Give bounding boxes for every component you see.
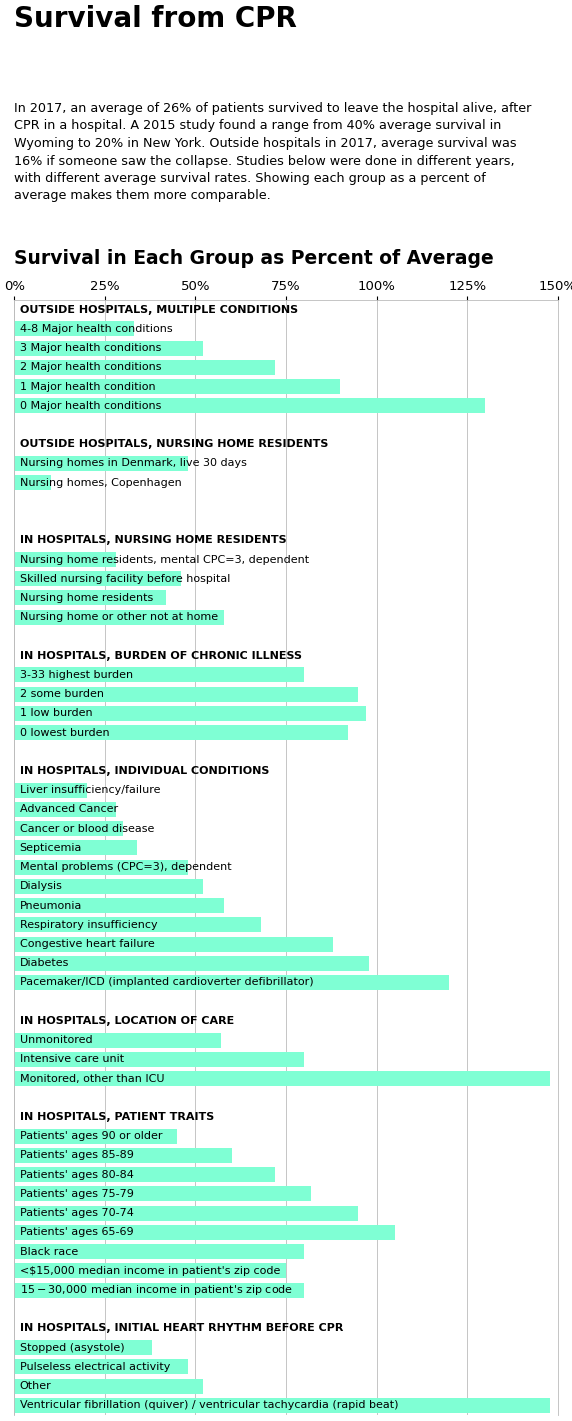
Text: Septicemia: Septicemia xyxy=(19,843,82,853)
Bar xyxy=(14,878,202,894)
Bar xyxy=(14,706,366,720)
Bar xyxy=(14,1340,152,1356)
Bar xyxy=(14,1071,550,1086)
Bar xyxy=(14,956,370,971)
Text: OUTSIDE HOSPITALS, NURSING HOME RESIDENTS: OUTSIDE HOSPITALS, NURSING HOME RESIDENT… xyxy=(19,439,328,449)
Text: 3-33 highest burden: 3-33 highest burden xyxy=(19,669,133,679)
Bar xyxy=(14,360,275,375)
Text: <$15,000 median income in patient's zip code: <$15,000 median income in patient's zip … xyxy=(19,1266,280,1276)
Bar xyxy=(14,1245,304,1259)
Bar xyxy=(14,1398,550,1412)
Text: Nursing homes, Copenhagen: Nursing homes, Copenhagen xyxy=(19,477,181,487)
Bar xyxy=(14,379,340,394)
Text: Patients' ages 75-79: Patients' ages 75-79 xyxy=(19,1189,134,1199)
Bar xyxy=(14,398,485,414)
Bar xyxy=(14,610,224,625)
Text: Ventricular fibrillation (quiver) / ventricular tachycardia (rapid beat): Ventricular fibrillation (quiver) / vent… xyxy=(19,1400,398,1411)
Text: 2 Major health conditions: 2 Major health conditions xyxy=(19,362,161,372)
Text: Other: Other xyxy=(19,1381,51,1391)
Text: Black race: Black race xyxy=(19,1246,78,1256)
Bar xyxy=(14,898,224,914)
Text: IN HOSPITALS, INDIVIDUAL CONDITIONS: IN HOSPITALS, INDIVIDUAL CONDITIONS xyxy=(19,766,269,776)
Text: Patients' ages 65-69: Patients' ages 65-69 xyxy=(19,1228,133,1238)
Text: Nursing home residents, mental CPC=3, dependent: Nursing home residents, mental CPC=3, de… xyxy=(19,554,309,564)
Text: Monitored, other than ICU: Monitored, other than ICU xyxy=(19,1074,164,1084)
Text: Skilled nursing facility before hospital: Skilled nursing facility before hospital xyxy=(19,574,230,584)
Text: 2 some burden: 2 some burden xyxy=(19,689,104,699)
Bar xyxy=(14,551,116,567)
Text: 4-8 Major health conditions: 4-8 Major health conditions xyxy=(19,324,172,334)
Text: Nursing home residents: Nursing home residents xyxy=(19,593,153,603)
Text: Nursing home or other not at home: Nursing home or other not at home xyxy=(19,612,218,622)
Bar xyxy=(14,456,188,470)
Text: IN HOSPITALS, BURDEN OF CHRONIC ILLNESS: IN HOSPITALS, BURDEN OF CHRONIC ILLNESS xyxy=(19,651,302,661)
Bar xyxy=(14,1148,232,1162)
Bar xyxy=(14,821,123,836)
Bar xyxy=(14,686,359,702)
Bar xyxy=(14,1225,395,1241)
Text: Patients' ages 85-89: Patients' ages 85-89 xyxy=(19,1151,134,1161)
Text: Patients' ages 80-84: Patients' ages 80-84 xyxy=(19,1169,134,1179)
Bar xyxy=(14,840,137,855)
Text: Mental problems (CPC=3), dependent: Mental problems (CPC=3), dependent xyxy=(19,863,231,872)
Text: 1 Major health condition: 1 Major health condition xyxy=(19,381,156,392)
Text: Patients' ages 70-74: Patients' ages 70-74 xyxy=(19,1208,134,1218)
Text: Pulseless electrical activity: Pulseless electrical activity xyxy=(19,1361,170,1371)
Text: Congestive heart failure: Congestive heart failure xyxy=(19,939,154,949)
Text: IN HOSPITALS, NURSING HOME RESIDENTS: IN HOSPITALS, NURSING HOME RESIDENTS xyxy=(19,536,287,546)
Text: Intensive care unit: Intensive care unit xyxy=(19,1054,124,1064)
Bar xyxy=(14,341,202,355)
Text: 3 Major health conditions: 3 Major health conditions xyxy=(19,342,161,352)
Bar xyxy=(14,1283,304,1297)
Bar xyxy=(14,783,87,797)
Bar xyxy=(14,1128,177,1144)
Bar xyxy=(14,1052,304,1067)
Text: IN HOSPITALS, PATIENT TRAITS: IN HOSPITALS, PATIENT TRAITS xyxy=(19,1113,214,1123)
Text: In 2017, an average of 26% of patients survived to leave the hospital alive, aft: In 2017, an average of 26% of patients s… xyxy=(14,102,532,203)
Text: Survival from CPR: Survival from CPR xyxy=(14,6,297,33)
Text: IN HOSPITALS, LOCATION OF CARE: IN HOSPITALS, LOCATION OF CARE xyxy=(19,1016,234,1026)
Bar xyxy=(14,1167,275,1182)
Bar xyxy=(14,1263,286,1279)
Bar xyxy=(14,918,261,932)
Text: $15-$30,000 median income in patient's zip code: $15-$30,000 median income in patient's z… xyxy=(19,1283,293,1297)
Text: Respiratory insufficiency: Respiratory insufficiency xyxy=(19,919,157,929)
Bar xyxy=(14,571,181,587)
Bar xyxy=(14,975,449,990)
Text: Stopped (asystole): Stopped (asystole) xyxy=(19,1343,124,1353)
Text: Unmonitored: Unmonitored xyxy=(19,1034,92,1044)
Text: 0 Major health conditions: 0 Major health conditions xyxy=(19,401,161,411)
Text: Diabetes: Diabetes xyxy=(19,958,69,968)
Text: Pacemaker/ICD (implanted cardioverter defibrillator): Pacemaker/ICD (implanted cardioverter de… xyxy=(19,978,313,988)
Bar xyxy=(14,1187,311,1201)
Text: 0 lowest burden: 0 lowest burden xyxy=(19,728,109,737)
Bar xyxy=(14,936,333,952)
Text: Advanced Cancer: Advanced Cancer xyxy=(19,804,118,814)
Bar xyxy=(14,475,50,490)
Bar xyxy=(14,1378,202,1394)
Bar xyxy=(14,860,188,874)
Text: Nursing homes in Denmark, live 30 days: Nursing homes in Denmark, live 30 days xyxy=(19,459,247,469)
Text: 1 low burden: 1 low burden xyxy=(19,708,92,719)
Bar xyxy=(14,321,134,337)
Text: Dialysis: Dialysis xyxy=(19,881,62,891)
Bar xyxy=(14,591,166,605)
Text: Patients' ages 90 or older: Patients' ages 90 or older xyxy=(19,1131,162,1141)
Bar xyxy=(14,1360,188,1374)
Text: Cancer or blood disease: Cancer or blood disease xyxy=(19,824,154,834)
Bar xyxy=(14,1033,221,1047)
Text: Survival in Each Group as Percent of Average: Survival in Each Group as Percent of Ave… xyxy=(14,250,494,269)
Text: Pneumonia: Pneumonia xyxy=(19,901,82,911)
Text: Liver insufficiency/failure: Liver insufficiency/failure xyxy=(19,786,160,796)
Bar xyxy=(14,668,304,682)
Bar xyxy=(14,801,116,817)
Bar xyxy=(14,1205,359,1221)
Text: IN HOSPITALS, INITIAL HEART RHYTHM BEFORE CPR: IN HOSPITALS, INITIAL HEART RHYTHM BEFOR… xyxy=(19,1323,343,1333)
Text: OUTSIDE HOSPITALS, MULTIPLE CONDITIONS: OUTSIDE HOSPITALS, MULTIPLE CONDITIONS xyxy=(19,304,298,314)
Bar xyxy=(14,725,348,740)
